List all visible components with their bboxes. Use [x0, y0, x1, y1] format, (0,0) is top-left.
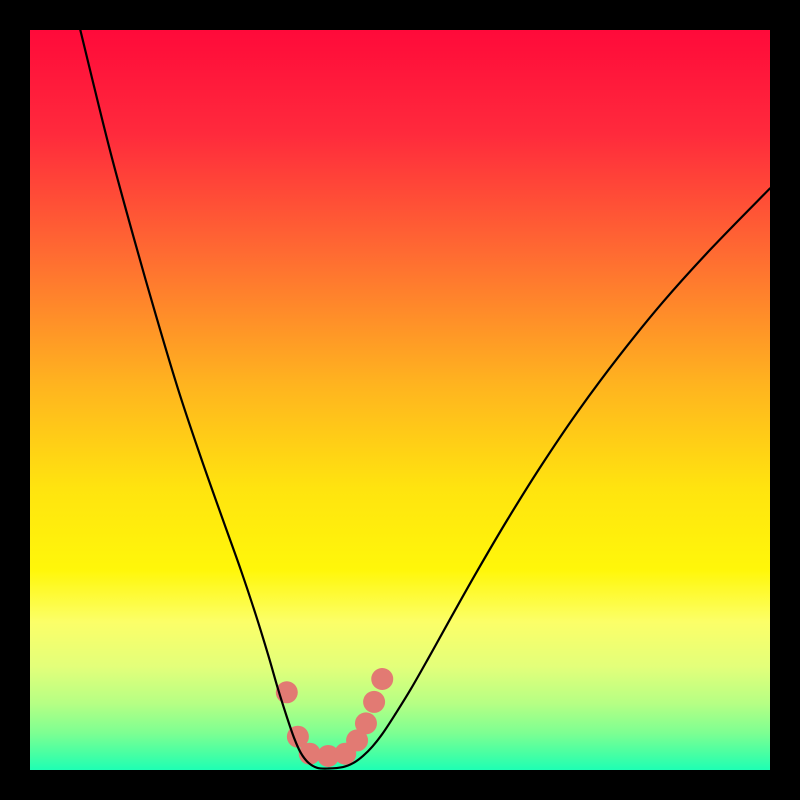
chart-plot-area — [30, 30, 770, 770]
chart-marker-dot — [371, 668, 393, 690]
chart-marker-dot — [355, 712, 377, 734]
chart-svg-layer — [30, 30, 770, 770]
chart-curve-line — [80, 30, 770, 769]
chart-marker-dot — [363, 691, 385, 713]
